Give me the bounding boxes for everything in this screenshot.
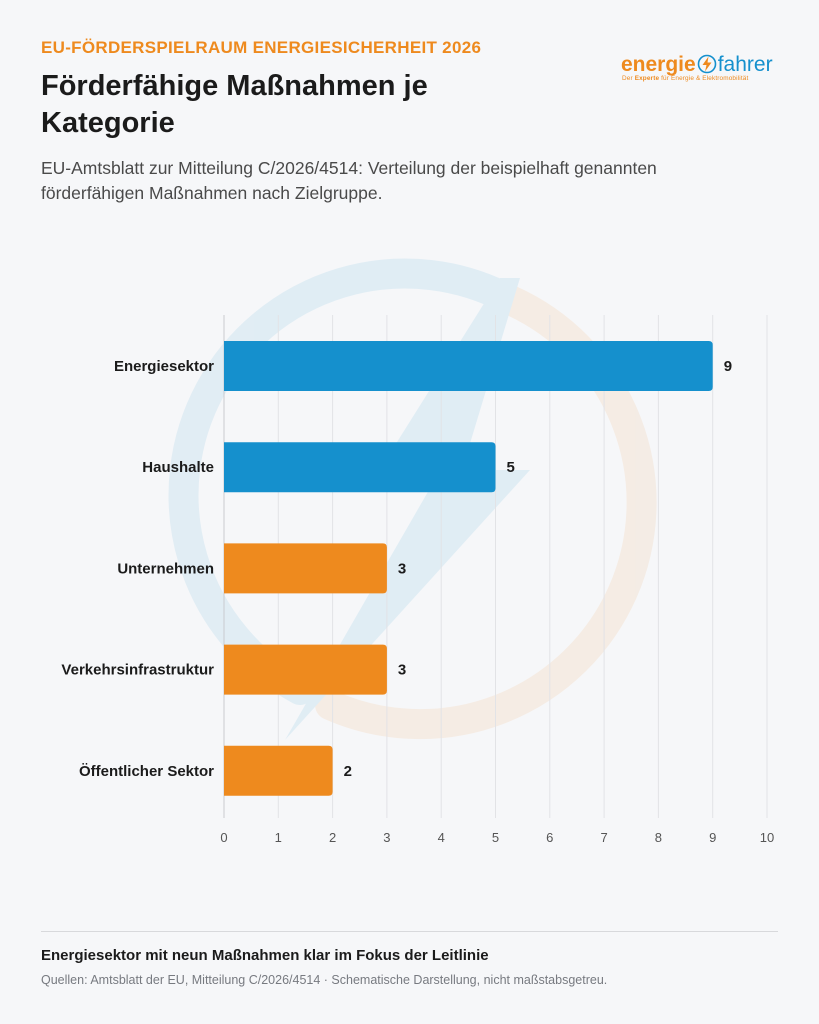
logo-tagline-bold: Experte	[634, 75, 660, 82]
footer-source: Quellen: Amtsblatt der EU, Mitteilung C/…	[41, 973, 608, 987]
logo-tagline-post: für Energie & Elektromobilität	[659, 75, 749, 82]
data-label: 3	[398, 662, 406, 679]
kicker-label: EU-FÖRDERSPIELRAUM ENERGIESICHERHEIT 202…	[41, 38, 482, 57]
x-tick-label: 5	[492, 830, 499, 845]
bar	[224, 745, 333, 796]
lightning-bolt-icon	[697, 54, 717, 74]
category-labels: Energiesektor Haushalte Unternehmen Verkehr…	[61, 358, 214, 780]
x-tick-label: 2	[329, 830, 336, 845]
x-tick-label: 9	[709, 830, 716, 845]
logo-name-part1: energie	[621, 53, 696, 76]
bars	[224, 341, 713, 796]
category-label: Verkehrsinfrastruktur	[61, 662, 214, 679]
x-tick-label: 7	[600, 830, 607, 845]
footer-divider	[41, 931, 778, 932]
x-tick-label: 4	[438, 830, 445, 845]
page-subtitle: EU-Amtsblatt zur Mitteilung C/2026/4514:…	[41, 158, 657, 203]
logo-tagline: Der Experte für Energie & Elektromobilit…	[622, 75, 748, 82]
x-tick-label: 6	[546, 830, 553, 845]
x-tick-label: 0	[220, 830, 227, 845]
x-tick-label: 8	[655, 830, 662, 845]
x-tick-label: 10	[760, 830, 774, 845]
data-label: 3	[398, 560, 406, 577]
data-labels: 9 5 3 3 2	[344, 358, 732, 780]
x-tick-label: 3	[383, 830, 390, 845]
data-label: 5	[507, 459, 515, 476]
footer-headline: Energiesektor mit neun Maßnahmen klar im…	[41, 947, 489, 964]
brand-logo[interactable]: energie fahrer Der Experte für Energie & …	[621, 52, 781, 86]
data-label: 2	[344, 763, 352, 780]
bar-chart: 0 1 2 3 4 5 6 7 8 9 10 Energiesektor Haushalte Unter…	[61, 258, 774, 845]
category-label: Energiesektor	[114, 358, 214, 375]
category-label: Unternehmen	[117, 560, 214, 577]
logo-tagline-pre: Der	[622, 75, 635, 82]
bar	[224, 644, 387, 695]
bar	[224, 341, 713, 391]
x-tick-label: 1	[275, 830, 282, 845]
bar	[224, 442, 496, 493]
page-title: Förderfähige Maßnahmen je Kategorie	[41, 70, 428, 139]
category-label: Öffentlicher Sektor	[79, 763, 214, 780]
bar	[224, 543, 387, 594]
category-label: Haushalte	[142, 459, 214, 476]
x-axis: 0 1 2 3 4 5 6 7 8 9 10	[220, 830, 774, 845]
data-label: 9	[724, 358, 732, 375]
logo-name-part2: fahrer	[717, 53, 773, 76]
logo-wordmark: energie fahrer	[621, 52, 773, 78]
